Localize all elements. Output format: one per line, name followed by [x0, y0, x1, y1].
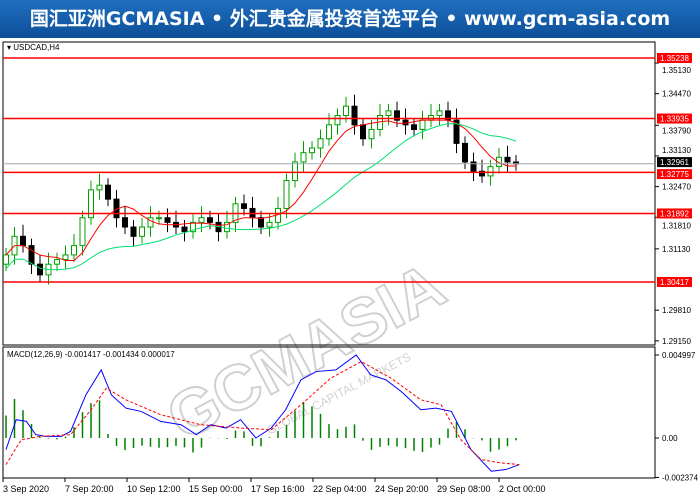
- macd-tick-label: 0.004997: [662, 351, 696, 360]
- candle-body: [224, 221, 230, 233]
- candle-body: [394, 110, 400, 121]
- candle-body: [436, 110, 443, 117]
- candle-body: [283, 180, 290, 209]
- time-axis-label: 22 Sep 04:00: [313, 484, 367, 494]
- candle-body: [130, 226, 137, 237]
- candle-body: [385, 110, 392, 117]
- candle-body: [266, 221, 273, 228]
- level-price-label: 1.33935: [660, 115, 689, 124]
- candle-body: [88, 189, 94, 219]
- candle-body: [462, 142, 468, 163]
- macd-tick-label: -0.002374: [662, 473, 699, 482]
- price-tick-label: 1.33790: [662, 127, 691, 136]
- candle-body: [300, 152, 307, 163]
- candle-body: [28, 245, 35, 265]
- candle-body: [317, 138, 324, 149]
- candle-body: [258, 217, 264, 228]
- macd-main-line: [5, 354, 520, 472]
- candle-body: [453, 119, 460, 144]
- time-axis-label: 15 Sep 00:00: [189, 484, 243, 494]
- candle-body: [504, 156, 511, 163]
- macd-panel: [2, 346, 656, 479]
- candle-body: [3, 254, 9, 265]
- candle-body: [479, 170, 485, 177]
- candle-body: [343, 105, 349, 117]
- current-price-tag: [657, 157, 692, 168]
- price-tick-label: 1.33130: [662, 146, 691, 155]
- candle-body: [54, 259, 60, 265]
- candle-body: [139, 226, 145, 237]
- candle-body: [71, 245, 77, 256]
- price-tick-label: 1.29150: [662, 337, 691, 346]
- candle-body: [309, 147, 315, 154]
- candle-body: [122, 217, 128, 228]
- candle-body: [207, 217, 213, 223]
- candle-body: [351, 105, 358, 126]
- macd-signal-line: [5, 361, 520, 466]
- candle-body: [368, 128, 375, 140]
- candle-body: [198, 217, 205, 223]
- symbol-label: ▾ USDCAD,H4: [7, 43, 60, 52]
- price-tick-label: 1.32470: [662, 183, 691, 192]
- price-tick-label: 1.34470: [662, 90, 691, 99]
- main-panel: [2, 41, 656, 346]
- level-price-tag: [657, 113, 692, 124]
- candle-body: [37, 263, 43, 276]
- price-chart[interactable]: GCMASIA GLOBAL CAPITAL MARKETS 1.351301.…: [0, 38, 700, 500]
- chart-window[interactable]: GCMASIA GLOBAL CAPITAL MARKETS 1.35130 1.…: [0, 38, 700, 500]
- candle-body: [470, 161, 477, 172]
- candle-body: [96, 184, 103, 191]
- price-tick-label: 1.35130: [662, 66, 691, 75]
- level-price-label: 1.30417: [660, 278, 689, 287]
- time-axis-label: 7 Sep 20:00: [65, 484, 114, 494]
- candle-body: [190, 221, 196, 233]
- level-price-label: 1.32775: [660, 170, 689, 179]
- price-tick-label: 1.31810: [662, 221, 691, 230]
- candle-body: [326, 124, 332, 140]
- candle-body: [360, 124, 366, 140]
- time-axis-label: 3 Sep 2020: [3, 484, 50, 494]
- price-tick-label: 1.29810: [662, 306, 691, 315]
- time-axis-label: 29 Sep 08:00: [437, 484, 491, 494]
- candle-body: [411, 124, 417, 130]
- candle-body: [156, 217, 162, 220]
- ma-slow-line: [5, 123, 517, 271]
- candle-body: [334, 115, 341, 126]
- time-axis-label: 10 Sep 12:00: [127, 484, 181, 494]
- level-price-tag: [657, 53, 692, 63]
- candle-body: [62, 254, 69, 261]
- candle-body: [487, 166, 494, 177]
- candle-body: [79, 217, 86, 247]
- candle-body: [20, 235, 26, 247]
- level-price-tag: [657, 276, 692, 287]
- banner-title: 国汇亚洲GCMASIA • 外汇贵金属投资首选平台 • www.gcm-asia…: [0, 0, 700, 38]
- macd-tick-label: 0.00: [662, 434, 678, 443]
- level-price-label: 1.35238: [660, 54, 689, 63]
- candle-body: [496, 156, 502, 168]
- price-tick-label: 1.31130: [662, 245, 691, 254]
- candle-body: [292, 161, 298, 182]
- candle-body: [164, 217, 171, 223]
- candle-body: [241, 203, 247, 209]
- current-price-label: 1.32961: [660, 158, 689, 167]
- level-price-tag: [657, 208, 692, 219]
- level-price-tag: [657, 169, 692, 180]
- time-axis-label: 24 Sep 20:00: [375, 484, 429, 494]
- candle-body: [419, 119, 426, 130]
- time-axis-label: 17 Sep 16:00: [251, 484, 305, 494]
- candle-body: [181, 226, 188, 233]
- candle-body: [105, 184, 111, 200]
- macd-label: MACD(12,26,9) -0.001417 -0.001434 0.0000…: [7, 350, 175, 359]
- candle-body: [147, 217, 154, 228]
- ma-fast-line: [5, 119, 517, 262]
- level-price-label: 1.31892: [660, 209, 689, 218]
- time-axis-label: 2 Oct 00:00: [499, 484, 546, 494]
